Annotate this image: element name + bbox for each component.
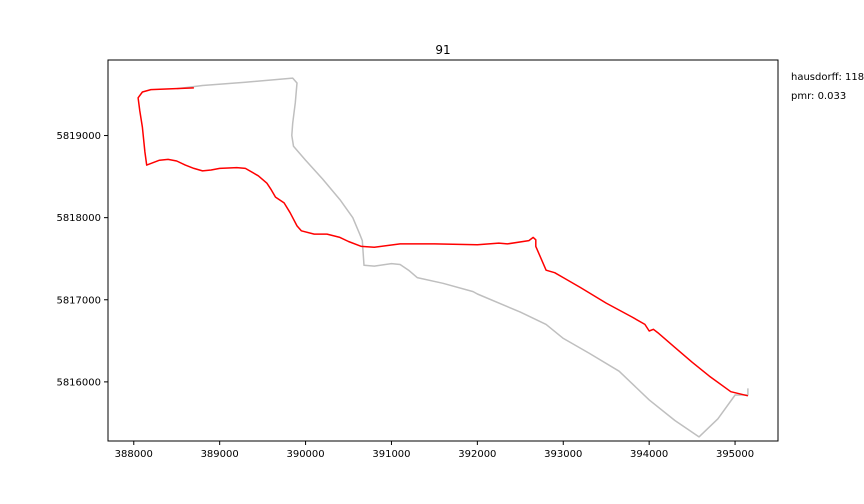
y-axis: 5816000 5817000 5818000 5819000 xyxy=(56,131,108,388)
x-tick-label: 394000 xyxy=(630,449,668,460)
x-tick-label: 391000 xyxy=(372,449,410,460)
axes-frame xyxy=(107,59,779,442)
y-tick-label: 5817000 xyxy=(56,295,101,306)
y-tick-label: 5816000 xyxy=(56,377,101,388)
x-tick-label: 389000 xyxy=(201,449,239,460)
chart-title: 91 xyxy=(435,43,450,57)
pmr-annotation: pmr: 0.033 xyxy=(791,91,846,102)
hausdorff-annotation: hausdorff: 118 xyxy=(791,72,864,83)
y-tick-label: 5819000 xyxy=(56,131,101,142)
x-tick-label: 395000 xyxy=(716,449,754,460)
x-tick-label: 390000 xyxy=(286,449,324,460)
x-tick-label: 388000 xyxy=(115,449,153,460)
x-axis: 388000 389000 390000 391000 392000 393000 3940… xyxy=(115,441,754,460)
y-tick-label: 5818000 xyxy=(56,213,101,224)
reference-route-line xyxy=(176,77,749,438)
matched-route-line xyxy=(137,87,749,397)
plot-area xyxy=(108,60,778,441)
series-layer xyxy=(137,77,749,438)
x-tick-label: 393000 xyxy=(544,449,582,460)
x-tick-label: 392000 xyxy=(458,449,496,460)
